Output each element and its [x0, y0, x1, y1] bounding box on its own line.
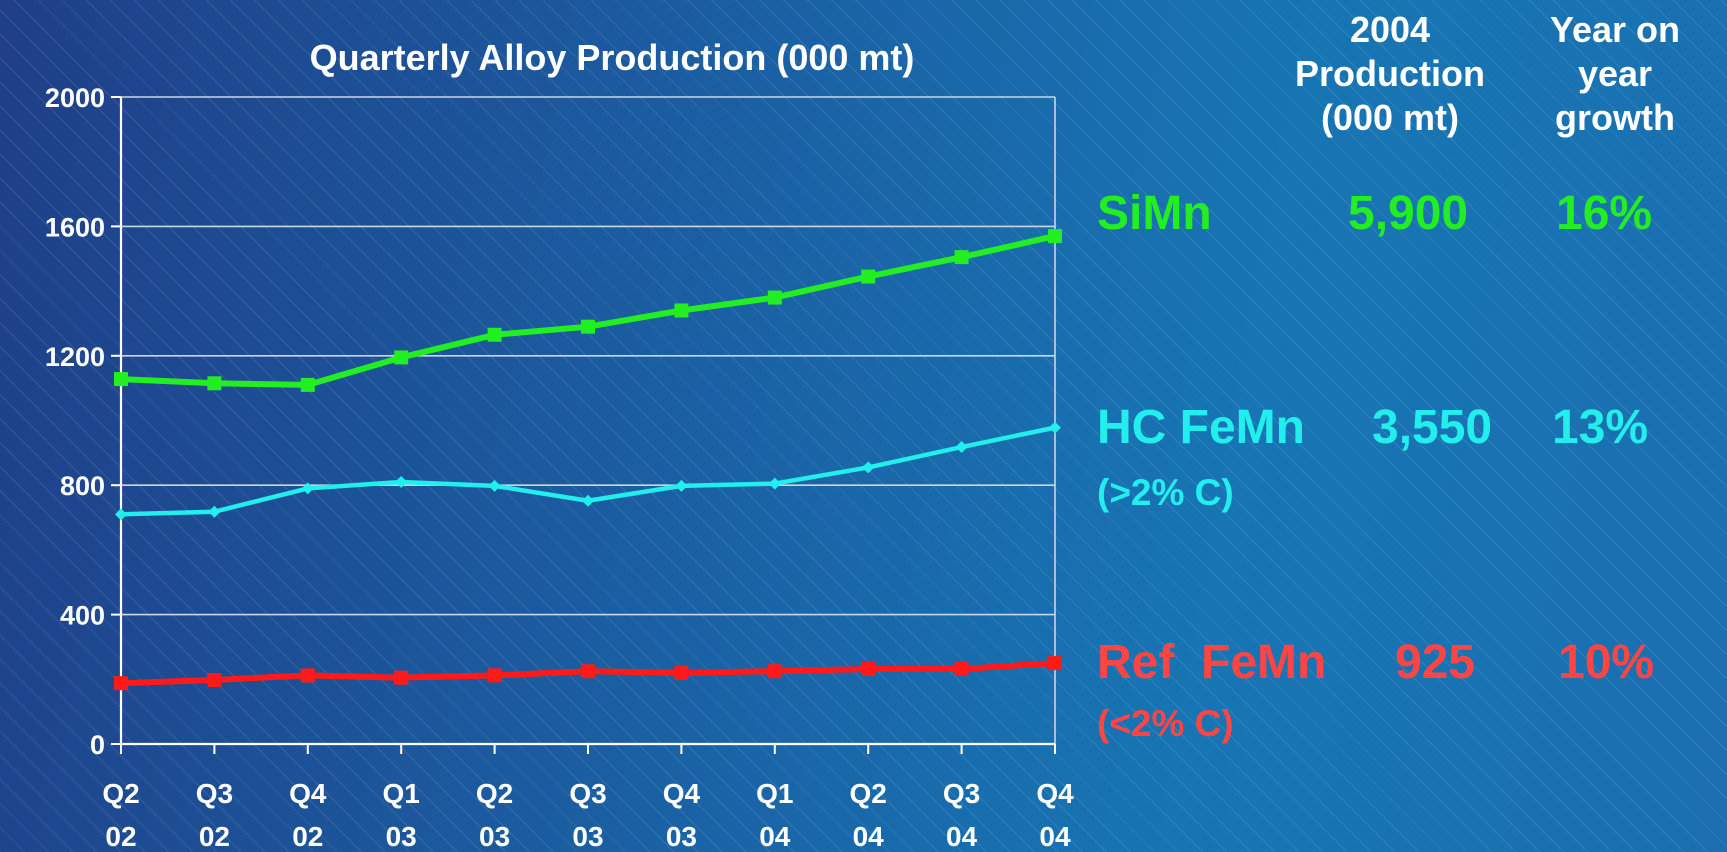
row-hcfemn-name: HC FeMn [1097, 401, 1305, 454]
series-layer [114, 229, 1062, 691]
x-tick-label-year-8: 04 [853, 821, 885, 852]
point-simn-6 [674, 303, 689, 318]
point-reffemn-1 [207, 672, 222, 687]
x-tick-label-year-5: 03 [572, 821, 603, 852]
row-simn-growth: 16% [1556, 187, 1653, 240]
x-tick-label-year-6: 03 [666, 821, 697, 852]
header-growth-line-3: growth [1555, 96, 1675, 138]
header-production-line-3: (000 mt) [1320, 96, 1460, 138]
row-hcfemn-production: 3,550 [1372, 401, 1493, 454]
point-simn-4 [487, 327, 502, 342]
header-growth-line-1: Year on [1549, 9, 1681, 50]
x-tick-label-quarter-0: Q2 [102, 778, 139, 809]
point-hcfemn-8 [862, 461, 875, 474]
x-tick-label-quarter-10: Q4 [1036, 778, 1074, 809]
point-simn-1 [207, 376, 222, 391]
point-reffemn-4 [487, 668, 502, 683]
point-simn-3 [394, 350, 409, 365]
point-hcfemn-3 [395, 475, 408, 488]
point-hcfemn-5 [582, 494, 594, 507]
x-tick-label-year-10: 04 [1039, 821, 1071, 852]
point-hcfemn-10 [1049, 421, 1061, 434]
y-tick-label-800: 800 [60, 471, 105, 501]
x-tick-label-quarter-3: Q1 [383, 778, 420, 809]
y-tick-label-1600: 1600 [45, 212, 105, 242]
x-tick-label-quarter-1: Q3 [196, 778, 233, 809]
y-tick-label-0: 0 [90, 730, 105, 760]
header-growth: Year on year growth [1510, 8, 1720, 140]
x-tick-label-year-9: 04 [946, 821, 978, 852]
point-hcfemn-1 [208, 505, 221, 518]
ticks-layer: 0 400 800 1200 1600 2000 Q2 02 Q3 02 Q4 02 Q1 03 Q2 03 Q… [45, 83, 1074, 852]
point-hcfemn-7 [768, 477, 781, 490]
chart-title: Quarterly Alloy Production (000 mt) [310, 37, 915, 78]
point-reffemn-9 [954, 661, 969, 676]
x-tick-label-quarter-2: Q4 [289, 778, 327, 809]
point-simn-5 [581, 319, 595, 334]
x-tick-label-year-4: 03 [479, 821, 510, 852]
point-reffemn-7 [767, 664, 782, 679]
axes-layer [111, 96, 1056, 754]
x-tick-label-year-3: 03 [386, 821, 417, 852]
x-tick-label-year-7: 04 [759, 821, 791, 852]
row-hcfemn-growth: 13% [1552, 401, 1649, 454]
row-simn-production: 5,900 [1348, 187, 1469, 240]
x-tick-label-year-1: 02 [199, 821, 230, 852]
point-reffemn-5 [581, 664, 595, 679]
point-simn-10 [1048, 229, 1062, 244]
point-reffemn-3 [394, 670, 409, 685]
row-simn-name: SiMn [1097, 187, 1212, 240]
series-line-simn [120, 233, 1056, 388]
point-hcfemn-9 [955, 441, 968, 454]
point-reffemn-2 [300, 668, 315, 683]
point-simn-7 [767, 290, 782, 305]
x-tick-label-quarter-7: Q1 [756, 778, 793, 809]
header-production: 2004 Production (000 mt) [1265, 8, 1515, 140]
point-reffemn-0 [114, 676, 128, 691]
x-tick-label-year-2: 02 [292, 821, 323, 852]
row-reffemn-name: Ref FeMn [1097, 636, 1327, 689]
point-reffemn-6 [674, 665, 689, 680]
point-reffemn-10 [1048, 656, 1062, 671]
point-simn-2 [300, 377, 315, 392]
x-tick-label-quarter-9: Q3 [943, 778, 980, 809]
point-simn-0 [114, 372, 128, 387]
point-hcfemn-6 [675, 479, 688, 492]
x-tick-label-quarter-5: Q3 [569, 778, 606, 809]
row-hcfemn-sub: (>2% C) [1097, 472, 1234, 513]
header-growth-line-2: year [1577, 52, 1653, 94]
point-hcfemn-0 [115, 508, 127, 521]
y-tick-label-2000: 2000 [45, 83, 105, 113]
x-tick-label-quarter-4: Q2 [476, 778, 513, 809]
grid-layer [121, 96, 1056, 744]
point-simn-8 [861, 269, 876, 284]
x-tick-label-quarter-8: Q2 [850, 778, 887, 809]
y-tick-label-1200: 1200 [45, 342, 105, 372]
header-production-line-2: Production [1295, 52, 1485, 94]
header-production-line-1: 2004 [1349, 9, 1431, 50]
row-reffemn-sub: (<2% C) [1097, 703, 1234, 744]
x-tick-label-quarter-6: Q4 [663, 778, 701, 809]
row-reffemn-production: 925 [1395, 636, 1476, 689]
y-tick-label-400: 400 [60, 601, 105, 631]
point-hcfemn-2 [301, 482, 314, 495]
point-simn-9 [954, 250, 969, 265]
point-hcfemn-4 [488, 479, 501, 492]
row-reffemn-growth: 10% [1558, 636, 1655, 689]
point-reffemn-8 [861, 661, 876, 676]
x-tick-label-year-0: 02 [105, 821, 136, 852]
